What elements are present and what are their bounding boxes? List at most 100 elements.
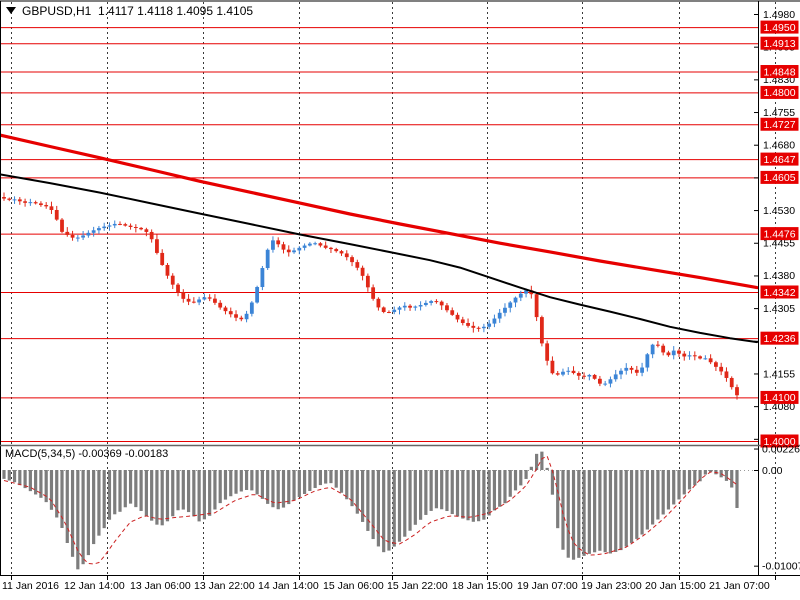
macd-bar	[519, 470, 523, 486]
macd-bar	[424, 470, 428, 515]
macd-bar	[123, 470, 127, 508]
candle	[133, 227, 138, 229]
candle	[545, 343, 550, 361]
macd-bar	[92, 470, 96, 545]
candle	[413, 306, 418, 308]
macd-bar	[250, 470, 254, 491]
macd-bar	[329, 470, 333, 484]
price-level-badge	[760, 85, 799, 99]
macd-axis-tick-label: 0.00226	[762, 443, 800, 455]
candle	[213, 298, 217, 303]
macd-bar	[308, 470, 312, 491]
macd-bar	[571, 470, 576, 560]
price-tick-label: 1.4755	[763, 107, 795, 119]
macd-bar	[86, 470, 90, 556]
macd-bar	[698, 470, 702, 482]
candle	[91, 230, 96, 233]
macd-bar	[550, 470, 555, 495]
price-tick-label: 1.4455	[763, 238, 795, 250]
price-level-badge	[760, 331, 799, 345]
candle	[619, 370, 623, 375]
candle	[613, 374, 618, 380]
macd-bar	[693, 470, 697, 486]
macd-bar	[34, 470, 38, 495]
macd-bar	[28, 470, 32, 492]
macd-bar	[455, 470, 460, 517]
symbol-dropdown-icon[interactable]	[6, 7, 16, 15]
macd-bar	[387, 470, 391, 551]
candle	[687, 355, 692, 357]
candle	[429, 301, 434, 303]
macd-bar	[218, 470, 222, 504]
macd-bar	[223, 470, 228, 500]
macd-bar	[624, 470, 628, 547]
candle	[191, 301, 196, 303]
macd-bar	[81, 470, 85, 565]
macd-bar	[471, 470, 475, 522]
macd-bar	[608, 470, 613, 554]
time-axis-label: 19 Jan 23:00	[581, 580, 642, 592]
macd-bar	[371, 470, 375, 540]
price-level-badge	[760, 285, 799, 299]
candle	[571, 370, 576, 374]
candle	[629, 367, 634, 370]
symbol-timeframe-label: GBPUSD,H1	[22, 3, 92, 18]
candle	[587, 374, 592, 377]
candle	[539, 317, 544, 344]
macd-bar	[524, 470, 528, 479]
macd-bar	[49, 470, 54, 510]
macd-bar	[176, 470, 180, 511]
macd-bar	[645, 470, 649, 530]
macd-bar	[513, 470, 518, 491]
candle	[624, 367, 629, 371]
macd-bar	[318, 470, 323, 486]
candle	[70, 234, 75, 238]
candle	[318, 243, 323, 246]
price-level-badge-label: 1.4100	[763, 392, 795, 404]
macd-bar	[266, 470, 270, 504]
macd-bar	[661, 470, 665, 515]
candle	[28, 202, 33, 204]
macd-axis-tick-label: -0.01007	[762, 560, 800, 572]
candle	[582, 375, 586, 377]
candle	[550, 360, 555, 374]
price-tick-label: 1.4080	[763, 401, 795, 413]
candle	[698, 356, 702, 359]
candle	[719, 366, 724, 372]
candle	[65, 231, 70, 235]
macd-bar	[408, 470, 412, 531]
price-tick-label: 1.4155	[763, 368, 795, 380]
candle	[276, 240, 281, 245]
candle	[39, 203, 43, 206]
macd-bar	[619, 470, 623, 551]
candle	[17, 199, 22, 202]
macd-bar	[593, 470, 597, 553]
macd-bar	[382, 470, 386, 553]
candle	[597, 378, 602, 384]
macd-axis-tick-label: 0.00	[762, 465, 783, 477]
macd-bar	[102, 470, 106, 529]
macd-bar	[7, 470, 11, 481]
candle	[313, 243, 318, 245]
candle	[60, 219, 64, 232]
price-level-badge-label: 1.4848	[763, 66, 795, 78]
candle	[281, 244, 286, 250]
macd-bar	[197, 470, 201, 522]
time-axis-label: 20 Jan 15:00	[645, 580, 706, 592]
candle	[603, 383, 608, 385]
macd-bar	[150, 470, 154, 521]
price-level-badge	[760, 65, 799, 79]
macd-bar	[640, 470, 644, 535]
candle	[497, 312, 502, 319]
candle	[439, 301, 444, 306]
macd-bar	[287, 470, 291, 505]
macd-bar	[118, 470, 122, 512]
candle	[181, 292, 186, 299]
candle	[555, 373, 560, 375]
candle	[112, 223, 117, 226]
price-level-badge-label: 1.4342	[763, 287, 795, 299]
candle	[508, 302, 513, 308]
candle	[144, 229, 149, 232]
price-level-badge	[760, 117, 799, 131]
